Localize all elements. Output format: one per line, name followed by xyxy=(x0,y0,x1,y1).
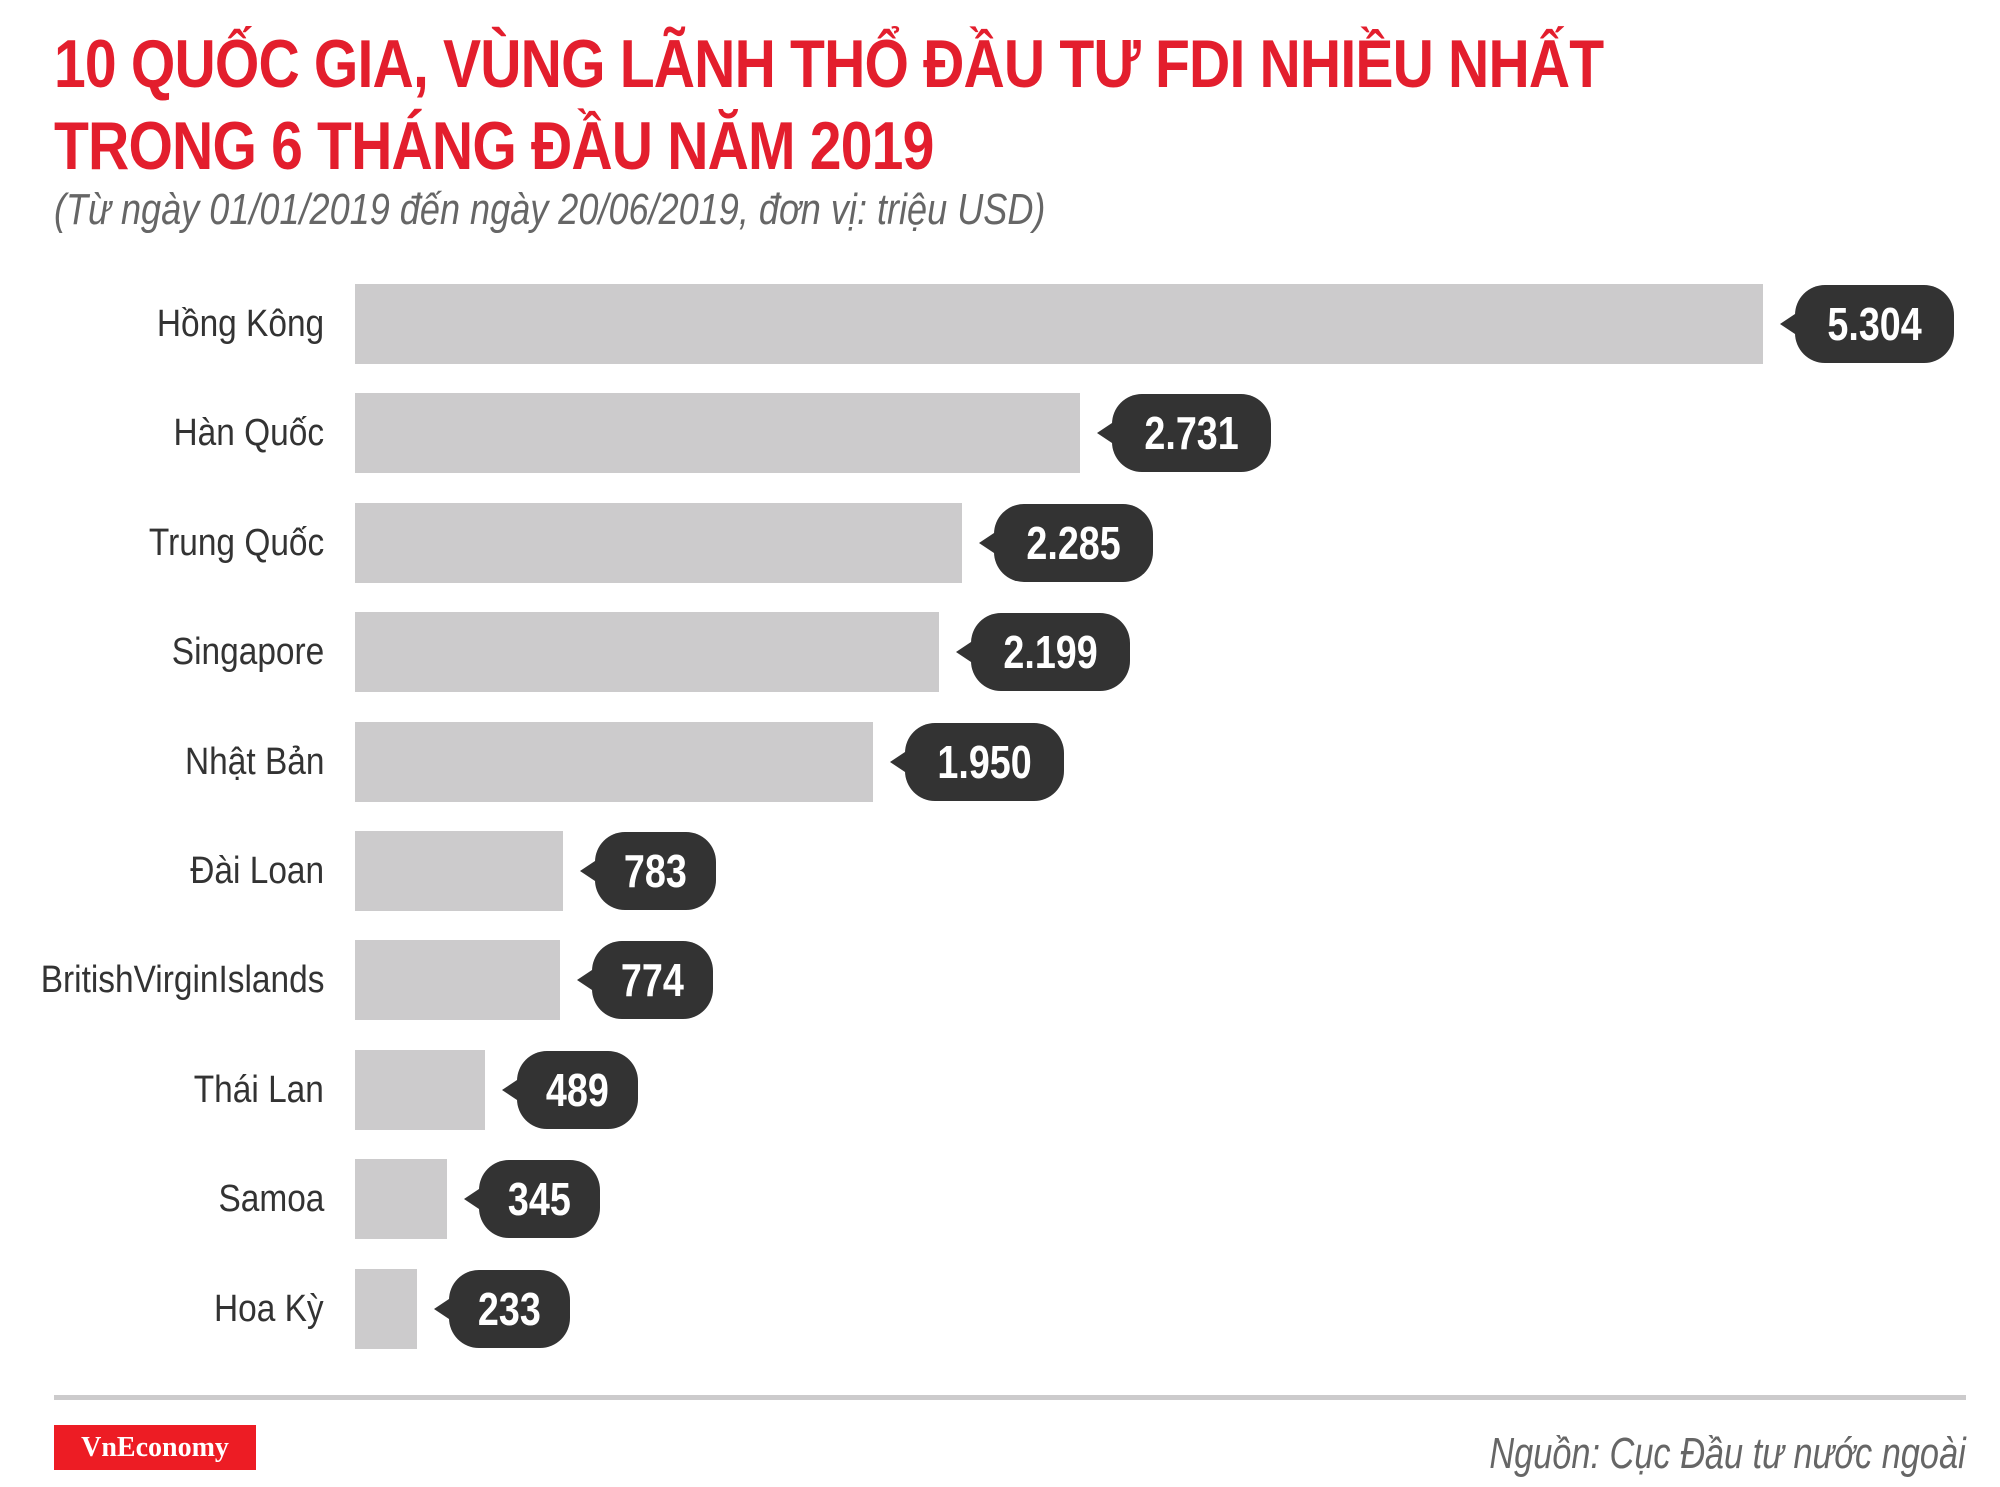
bar-row: Đài Loan 783 xyxy=(0,831,2000,911)
value-label: 2.199 xyxy=(1003,626,1098,678)
category-label: Hàn Quốc xyxy=(173,412,324,454)
bar-row: Samoa 345 xyxy=(0,1159,2000,1239)
value-label: 2.731 xyxy=(1144,407,1239,459)
value-bubble: 783 xyxy=(580,832,716,910)
category-label: Singapore xyxy=(171,631,324,673)
value-label: 2.285 xyxy=(1026,517,1121,569)
bar-chart: Hồng Kông 5.304 Hàn Quốc 2.731 Trung Quốc 2.2… xyxy=(0,284,2000,1349)
bar xyxy=(355,940,560,1020)
bar-row: Nhật Bản 1.950 xyxy=(0,722,2000,802)
category-label: Hồng Kông xyxy=(156,303,324,345)
subtitle: (Từ ngày 01/01/2019 đến ngày 20/06/2019,… xyxy=(54,185,1046,234)
value-bubble: 5.304 xyxy=(1779,285,1955,363)
bar xyxy=(355,1159,447,1239)
value-bubble: 774 xyxy=(577,941,713,1019)
bar xyxy=(355,1269,417,1349)
bar xyxy=(355,831,563,911)
bar-row: Singapore 2.199 xyxy=(0,612,2000,692)
value-bubble: 233 xyxy=(434,1270,570,1348)
value-label: 489 xyxy=(545,1064,609,1116)
value-bubble: 1.950 xyxy=(889,723,1065,801)
category-label: Đài Loan xyxy=(190,850,324,892)
title-line-1: 10 QUỐC GIA, VÙNG LÃNH THỔ ĐẦU TƯ FDI NH… xyxy=(54,26,1604,102)
bar-row: Thái Lan 489 xyxy=(0,1050,2000,1130)
value-bubble: 2.731 xyxy=(1096,394,1272,472)
title-line-2: TRONG 6 THÁNG ĐẦU NĂM 2019 xyxy=(54,108,934,184)
value-bubble: 345 xyxy=(464,1160,600,1238)
category-label: Nhật Bản xyxy=(184,741,324,783)
value-bubble: 2.285 xyxy=(978,504,1154,582)
divider xyxy=(54,1395,1966,1400)
category-label: Thái Lan xyxy=(193,1069,324,1111)
category-label: Hoa Kỳ xyxy=(214,1288,324,1330)
bar xyxy=(355,722,873,802)
bar xyxy=(355,393,1080,473)
value-label: 233 xyxy=(477,1283,541,1335)
bar-row: Hồng Kông 5.304 xyxy=(0,284,2000,364)
value-label: 5.304 xyxy=(1827,298,1922,350)
value-label: 1.950 xyxy=(937,736,1032,788)
bar xyxy=(355,1050,485,1130)
bar xyxy=(355,612,939,692)
category-label: Trung Quốc xyxy=(148,522,324,564)
value-bubble: 489 xyxy=(502,1051,638,1129)
bar xyxy=(355,503,962,583)
value-label: 774 xyxy=(620,954,684,1006)
value-bubble: 2.199 xyxy=(955,613,1131,691)
category-label: Samoa xyxy=(218,1178,324,1220)
value-label: 345 xyxy=(507,1173,571,1225)
vneconomy-logo: VnEconomy xyxy=(54,1425,256,1470)
bar-row: Trung Quốc 2.285 xyxy=(0,503,2000,583)
value-label: 783 xyxy=(623,845,687,897)
bar xyxy=(355,284,1763,364)
source-note: Nguồn: Cục Đầu tư nước ngoài xyxy=(1489,1429,1966,1478)
bar-row: BritishVirginIslands 774 xyxy=(0,940,2000,1020)
category-label: BritishVirginIslands xyxy=(40,959,324,1001)
bar-row: Hàn Quốc 2.731 xyxy=(0,393,2000,473)
bar-row: Hoa Kỳ 233 xyxy=(0,1269,2000,1349)
